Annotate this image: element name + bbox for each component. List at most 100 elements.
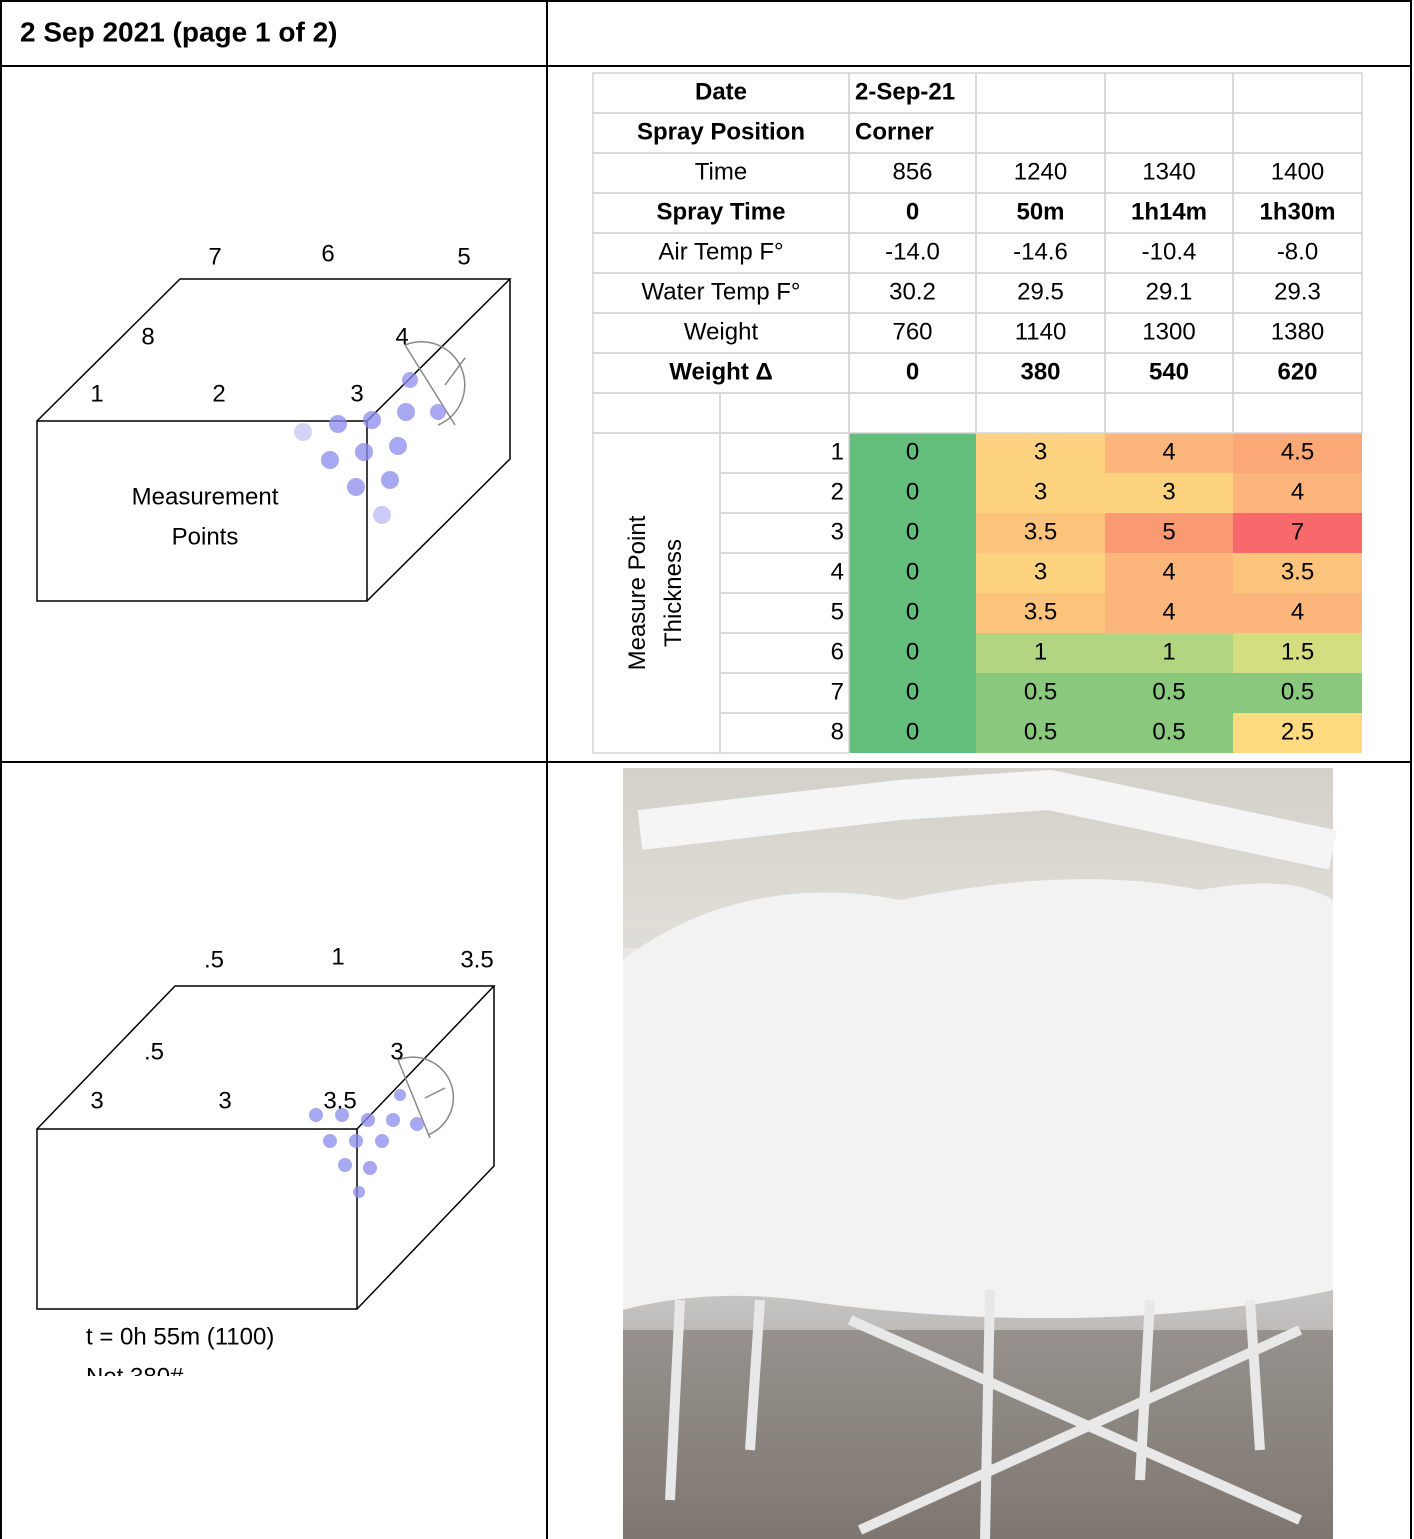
thickness-label: 3	[390, 1038, 403, 1065]
heat-cell	[976, 713, 1105, 753]
heat-cell	[849, 633, 976, 673]
table-cell	[1104, 72, 1234, 114]
page-title: 2 Sep 2021 (page 1 of 2)	[20, 16, 337, 47]
point-number: 6	[831, 638, 844, 665]
thickness-value: 3	[1034, 438, 1047, 465]
point-number: 4	[831, 558, 844, 585]
point-number: 1	[831, 438, 844, 465]
diagram-caption: Points	[172, 523, 239, 550]
heat-cell	[1105, 433, 1233, 473]
table-value: -14.6	[1013, 238, 1068, 265]
table-value: 2-Sep-21	[855, 78, 955, 105]
table-cell	[1232, 112, 1363, 154]
thickness-value: 0	[906, 678, 919, 705]
row-label: Date	[695, 78, 747, 105]
thickness-value: 0	[906, 718, 919, 745]
table-value: 1340	[1142, 158, 1195, 185]
heat-cell	[1105, 513, 1233, 553]
heat-cell	[849, 473, 976, 513]
thickness-value: 4.5	[1281, 438, 1314, 465]
row-label: Weight	[684, 318, 759, 345]
heat-cell	[849, 673, 976, 713]
thickness-value: 0	[906, 518, 919, 545]
table-value: 29.1	[1146, 278, 1193, 305]
point-number: 3	[831, 518, 844, 545]
heat-cell	[976, 673, 1105, 713]
table-value: 1400	[1271, 158, 1324, 185]
caption-group: t = 0h 55m (1100) Net 380#	[86, 1323, 274, 1390]
heat-cell	[1233, 513, 1362, 553]
thickness-value: 0	[906, 598, 919, 625]
table-value: -10.4	[1142, 238, 1197, 265]
table-cell	[975, 112, 1106, 154]
table-value: 1h30m	[1259, 198, 1335, 225]
heat-cell	[1105, 553, 1233, 593]
table-cell	[848, 392, 977, 434]
row-label: Water Temp F°	[642, 278, 801, 305]
point-number: 7	[831, 678, 844, 705]
table-value: -8.0	[1277, 238, 1318, 265]
table-cell	[719, 632, 850, 674]
heat-cell	[1233, 433, 1362, 473]
table-value: 0	[906, 198, 919, 225]
row-label: Spray Position	[637, 118, 805, 145]
table-value: 1140	[1015, 318, 1067, 345]
thickness-label: 3	[90, 1087, 103, 1114]
heat-cell	[976, 513, 1105, 553]
heat-cell	[1233, 713, 1362, 753]
table-cell	[1104, 392, 1234, 434]
heat-cell	[976, 593, 1105, 633]
heat-cell	[1105, 633, 1233, 673]
thickness-value: 3.5	[1024, 518, 1057, 545]
table-value: 620	[1277, 358, 1317, 385]
thickness-value: 0.5	[1024, 678, 1057, 705]
point-label: 2	[212, 380, 225, 407]
rotated-label: Measure Point	[624, 515, 651, 670]
thickness-label: .5	[204, 946, 224, 973]
thickness-value: 0	[906, 638, 919, 665]
point-label: 4	[395, 323, 408, 350]
thickness-value: 7	[1291, 518, 1304, 545]
thickness-value: 4	[1291, 598, 1304, 625]
table-value: -14.0	[885, 238, 940, 265]
diagram-caption: Measurement	[132, 483, 279, 510]
thickness-value: 0.5	[1024, 718, 1057, 745]
heat-cell	[849, 553, 976, 593]
heat-cell	[849, 713, 976, 753]
point-label: 5	[457, 243, 470, 270]
thickness-value: 3.5	[1281, 558, 1314, 585]
table-cell	[592, 432, 721, 754]
table-value: 50m	[1016, 198, 1064, 225]
heat-cell	[1105, 593, 1233, 633]
box-diagram	[36, 985, 496, 1310]
point-label: 7	[208, 243, 221, 270]
table-cell	[719, 512, 850, 554]
point-number: 5	[831, 598, 844, 625]
heat-cell	[1105, 713, 1233, 753]
thickness-label: 3.5	[460, 946, 493, 973]
heat-cell	[1105, 473, 1233, 513]
table-cell	[719, 592, 850, 634]
table-value: 760	[892, 318, 932, 345]
table-value: Corner	[855, 118, 934, 145]
table-cell	[719, 392, 850, 434]
table-cell	[975, 72, 1106, 114]
table-cell	[719, 672, 850, 714]
thickness-value: 4	[1162, 558, 1175, 585]
thickness-value: 3	[1034, 558, 1047, 585]
diagram-caption: Net 380#	[86, 1363, 184, 1390]
point-number: 2	[831, 478, 844, 505]
thickness-value: 3	[1034, 478, 1047, 505]
heat-cell	[976, 553, 1105, 593]
heat-cell	[976, 633, 1105, 673]
table-cell	[719, 552, 850, 594]
rotated-label: Thickness	[660, 539, 687, 647]
box-diagram	[36, 278, 512, 602]
thickness-value: 1	[1034, 638, 1047, 665]
thickness-value: 0	[906, 478, 919, 505]
table-value: 29.5	[1017, 278, 1064, 305]
thickness-value: 0.5	[1152, 718, 1185, 745]
heat-cell	[1233, 633, 1362, 673]
table-cell	[719, 472, 850, 514]
